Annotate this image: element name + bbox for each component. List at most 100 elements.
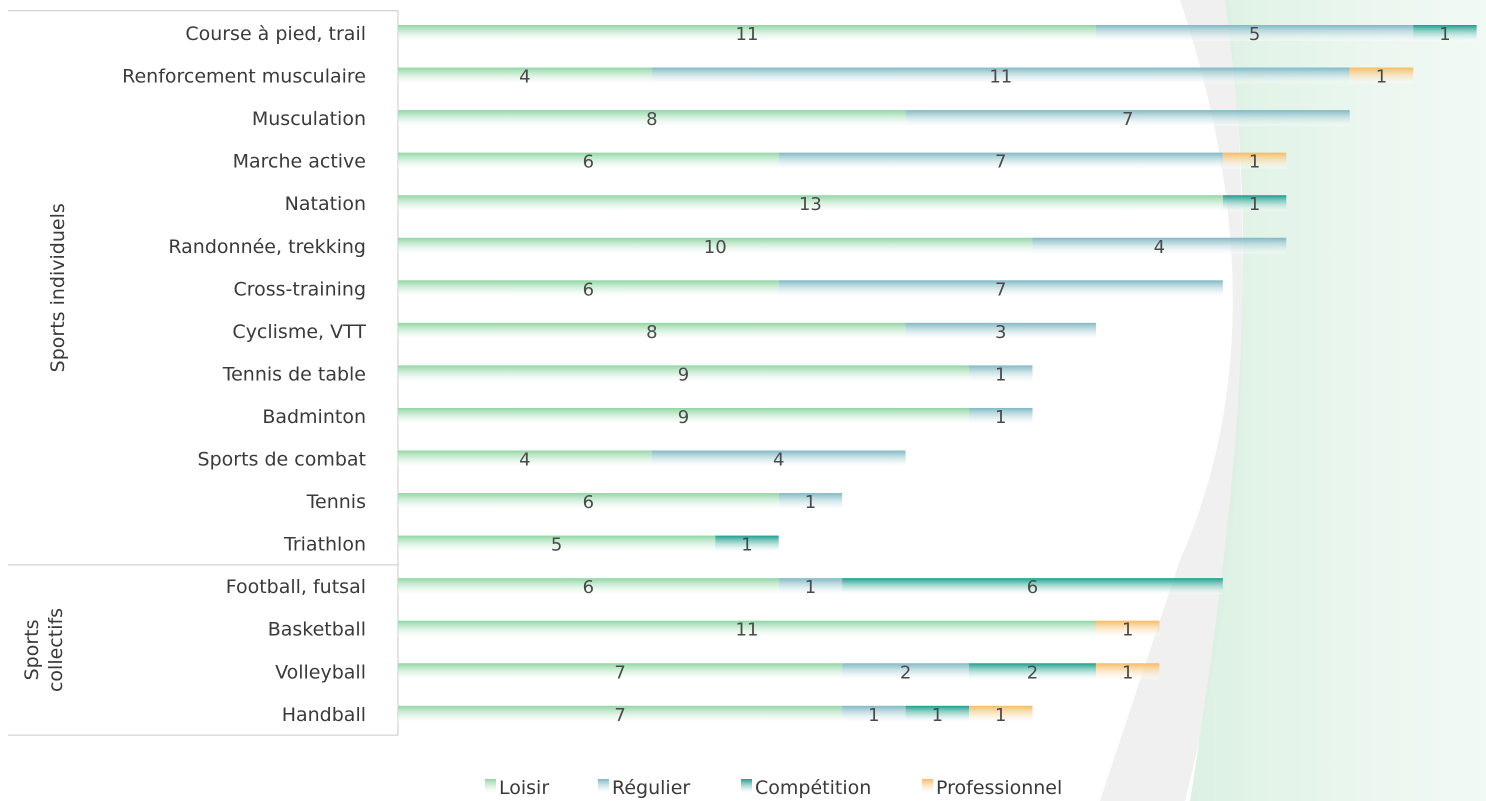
category-label-course-a-pied-trail: Course à pied, trail bbox=[185, 23, 366, 45]
bar-competition-natation bbox=[1222, 195, 1287, 212]
data-label-loisir-marche-active: 6 bbox=[583, 152, 594, 173]
bar-professionnel-marche-active bbox=[1222, 152, 1287, 169]
data-label-regulier-musculation: 7 bbox=[1122, 109, 1133, 130]
bar-loisir-badminton bbox=[398, 407, 970, 424]
bar-regulier-tennis-de-table bbox=[969, 365, 1033, 382]
legend-swatch-professionnel bbox=[922, 779, 933, 793]
bar-regulier-musculation bbox=[905, 110, 1350, 127]
bar-regulier-tennis bbox=[778, 493, 843, 510]
bar-regulier-randonnee-trekking bbox=[1032, 237, 1287, 254]
category-label-sports-de-combat: Sports de combat bbox=[198, 449, 366, 471]
bar-professionnel-renforcement-musculaire bbox=[1349, 67, 1414, 84]
data-label-regulier-tennis-de-table: 1 bbox=[995, 364, 1006, 385]
data-label-loisir-tennis: 6 bbox=[583, 492, 594, 513]
background-swoosh-grey bbox=[1100, 0, 1243, 801]
data-label-professionnel-handball: 1 bbox=[995, 705, 1006, 726]
data-label-loisir-badminton: 9 bbox=[678, 407, 689, 428]
bar-loisir-natation bbox=[398, 195, 1223, 212]
category-label-cyclisme-vtt: Cyclisme, VTT bbox=[232, 321, 366, 343]
bar-regulier-marche-active bbox=[778, 152, 1223, 169]
bar-loisir-randonnee-trekking bbox=[398, 237, 1033, 254]
data-label-regulier-marche-active: 7 bbox=[995, 152, 1006, 173]
bar-loisir-tennis-de-table bbox=[398, 365, 970, 382]
legend: Loisir Régulier Compétition Professionnel bbox=[485, 777, 1062, 799]
data-label-regulier-sports-de-combat: 4 bbox=[773, 450, 784, 471]
legend-label-professionnel: Professionnel bbox=[936, 777, 1062, 799]
data-label-competition-triathlon: 1 bbox=[741, 535, 752, 556]
data-label-regulier-football-futsal: 1 bbox=[805, 577, 816, 598]
category-label-volleyball: Volleyball bbox=[275, 661, 366, 683]
data-label-competition-course-a-pied-trail: 1 bbox=[1439, 24, 1450, 45]
data-label-competition-natation: 1 bbox=[1249, 194, 1260, 215]
bar-loisir-triathlon bbox=[398, 535, 716, 552]
bar-loisir-sports-de-combat bbox=[398, 450, 652, 467]
bar-loisir-football-futsal bbox=[398, 578, 779, 595]
category-label-handball: Handball bbox=[282, 704, 366, 726]
bar-regulier-sports-de-combat bbox=[651, 450, 906, 467]
category-label-natation: Natation bbox=[285, 193, 366, 215]
data-label-regulier-cross-training: 7 bbox=[995, 279, 1006, 300]
data-label-loisir-sports-de-combat: 4 bbox=[519, 450, 530, 471]
bar-loisir-tennis bbox=[398, 493, 779, 510]
data-label-competition-volleyball: 2 bbox=[1027, 662, 1038, 683]
bar-loisir-course-a-pied-trail bbox=[398, 25, 1096, 41]
legend-label-competition: Compétition bbox=[755, 777, 871, 799]
category-label-marche-active: Marche active bbox=[233, 151, 366, 173]
bar-regulier-football-futsal bbox=[778, 578, 843, 595]
data-label-regulier-volleyball: 2 bbox=[900, 662, 911, 683]
data-label-loisir-tennis-de-table: 9 bbox=[678, 364, 689, 385]
category-label-musculation: Musculation bbox=[252, 108, 366, 130]
bar-professionnel-handball bbox=[969, 705, 1033, 722]
category-label-randonnee-trekking: Randonnée, trekking bbox=[168, 236, 366, 258]
group-label-sports-collectifs-line1: Sports bbox=[21, 620, 43, 681]
bar-loisir-handball bbox=[398, 705, 843, 722]
bar-loisir-marche-active bbox=[398, 152, 779, 169]
data-label-loisir-course-a-pied-trail: 11 bbox=[736, 24, 759, 45]
data-label-loisir-triathlon: 5 bbox=[551, 535, 562, 556]
data-label-professionnel-volleyball: 1 bbox=[1122, 662, 1133, 683]
category-label-badminton: Badminton bbox=[262, 406, 366, 428]
data-label-professionnel-marche-active: 1 bbox=[1249, 152, 1260, 173]
bar-loisir-musculation bbox=[398, 110, 906, 127]
bar-regulier-handball bbox=[842, 705, 906, 722]
bar-regulier-volleyball bbox=[842, 663, 970, 680]
group-label-sports-collectifs-line2: collectifs bbox=[45, 608, 67, 692]
group-labels: Sports individuels Sports collectifs bbox=[21, 203, 69, 692]
data-label-loisir-renforcement-musculaire: 4 bbox=[519, 67, 530, 88]
data-label-loisir-volleyball: 7 bbox=[614, 662, 625, 683]
data-label-regulier-tennis: 1 bbox=[805, 492, 816, 513]
bars: 11 5 14 11 18 76 7 113 110 46 78 39 19 14 46 15 16 1 611 17… bbox=[398, 24, 1477, 726]
bar-loisir-renforcement-musculaire bbox=[398, 67, 652, 84]
data-label-regulier-course-a-pied-trail: 5 bbox=[1249, 24, 1260, 45]
category-label-renforcement-musculaire: Renforcement musculaire bbox=[122, 66, 366, 88]
bar-loisir-cyclisme-vtt bbox=[398, 322, 906, 339]
data-label-professionnel-basketball: 1 bbox=[1122, 620, 1133, 641]
data-label-professionnel-renforcement-musculaire: 1 bbox=[1376, 67, 1387, 88]
legend-label-loisir: Loisir bbox=[499, 777, 549, 799]
data-label-loisir-basketball: 11 bbox=[736, 620, 759, 641]
bar-regulier-badminton bbox=[969, 407, 1033, 424]
data-label-loisir-football-futsal: 6 bbox=[583, 577, 594, 598]
data-label-loisir-cross-training: 6 bbox=[583, 279, 594, 300]
bar-regulier-renforcement-musculaire bbox=[651, 67, 1350, 84]
bar-loisir-basketball bbox=[398, 620, 1096, 637]
bar-loisir-cross-training bbox=[398, 280, 779, 297]
data-label-regulier-badminton: 1 bbox=[995, 407, 1006, 428]
data-label-loisir-randonnee-trekking: 10 bbox=[704, 237, 727, 258]
data-label-competition-handball: 1 bbox=[932, 705, 943, 726]
legend-swatch-regulier bbox=[598, 779, 609, 793]
bar-professionnel-basketball bbox=[1095, 620, 1160, 637]
category-label-tennis-de-table: Tennis de table bbox=[222, 363, 366, 385]
category-label-cross-training: Cross-training bbox=[233, 278, 366, 300]
data-label-regulier-randonnee-trekking: 4 bbox=[1154, 237, 1165, 258]
legend-swatch-competition bbox=[741, 779, 752, 793]
bar-competition-course-a-pied-trail bbox=[1413, 25, 1477, 41]
data-label-regulier-renforcement-musculaire: 11 bbox=[989, 67, 1012, 88]
bar-regulier-course-a-pied-trail bbox=[1095, 25, 1414, 41]
legend-swatch-loisir bbox=[485, 779, 496, 793]
bar-competition-volleyball bbox=[969, 663, 1096, 680]
group-label-sports-individuels: Sports individuels bbox=[47, 203, 69, 372]
category-label-triathlon: Triathlon bbox=[283, 534, 366, 556]
bar-regulier-cross-training bbox=[778, 280, 1223, 297]
